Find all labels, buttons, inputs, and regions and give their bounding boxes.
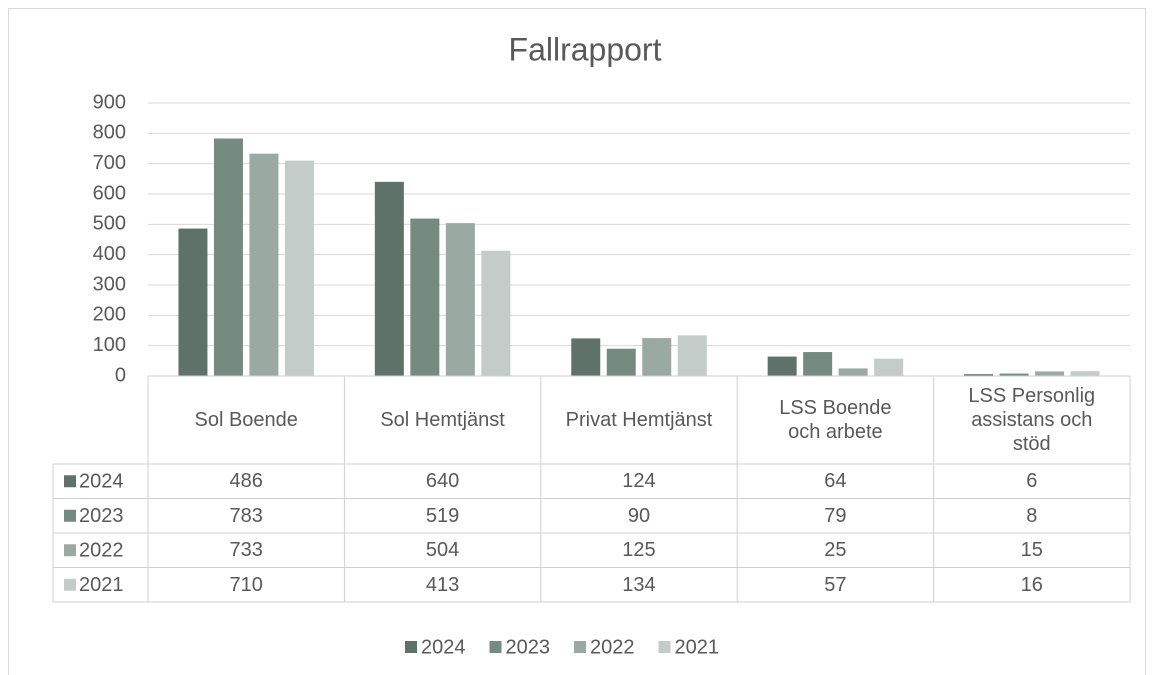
y-tick-label: 400 [93,243,126,265]
chart-border [8,8,1146,675]
bar [874,358,904,376]
y-tick-label: 600 [93,182,126,204]
x-tick-label: Sol Boende [194,409,298,431]
bar [1070,371,1100,376]
y-tick-label: 300 [93,273,126,295]
legend-swatch [574,641,586,653]
bar [1035,371,1065,376]
bar [606,348,636,376]
table-value: 134 [622,573,656,596]
table-legend-label: 2022 [79,540,124,562]
table-value: 64 [824,470,847,493]
table-value: 90 [627,504,651,527]
y-tick-label: 500 [93,213,126,235]
table-value: 79 [824,504,847,527]
table-value: 15 [1020,539,1043,562]
table-value: 640 [425,470,460,493]
bar [410,218,440,376]
bar [213,138,243,376]
legend-label: 2024 [421,636,466,658]
bar [178,228,208,376]
table-legend-swatch [64,509,76,522]
bar [677,335,707,376]
bar [571,338,601,376]
table-value: 710 [229,573,263,596]
table-legend-swatch [64,475,76,488]
table-legend-swatch [64,578,76,591]
bar [767,356,797,376]
bar [803,352,833,376]
y-tick-label: 100 [93,334,126,356]
bar [374,181,404,376]
table-value: 16 [1020,573,1043,596]
legend-label: 2023 [506,636,551,658]
table-value: 8 [1026,504,1038,527]
x-tick-label: Privat Hemtjänst [565,409,713,431]
legend-swatch [489,641,502,653]
table-value: 25 [824,539,847,562]
table-value: 125 [622,539,656,562]
bar [999,373,1029,376]
table-value: 733 [229,539,263,562]
table-value: 783 [229,504,263,527]
bar [964,374,994,376]
table-value: 413 [425,573,460,596]
table-legend-label: 2024 [79,471,124,493]
chart-title: Fallrapport [509,31,662,67]
table-legend-label: 2021 [79,574,124,596]
bar [642,338,672,376]
legend-swatch [658,641,671,653]
legend-swatch [405,641,417,653]
bar [481,250,511,376]
table-value: 504 [425,539,460,562]
y-tick-label: 800 [93,122,126,144]
y-tick-label: 700 [93,152,126,174]
legend-label: 2021 [675,636,720,658]
y-tick-label: 200 [93,304,126,326]
table-value: 486 [229,470,263,493]
y-tick-label: 0 [115,364,126,386]
bar [284,160,314,376]
table-value: 519 [425,504,460,527]
x-tick-label: LSS Personlig assistans och stöd [968,385,1096,455]
table-value: 6 [1026,470,1038,493]
table-legend-swatch [64,544,76,557]
x-tick-label: Sol Hemtjänst [380,409,505,431]
bar [445,223,475,376]
bar [838,368,868,376]
y-tick-label: 900 [93,91,126,113]
x-tick-label: LSS Boende och arbete [779,397,892,443]
bar [249,153,279,376]
table-legend-label: 2023 [79,505,124,527]
legend-label: 2022 [590,636,635,658]
table-value: 124 [622,470,656,493]
table-value: 57 [824,573,847,596]
